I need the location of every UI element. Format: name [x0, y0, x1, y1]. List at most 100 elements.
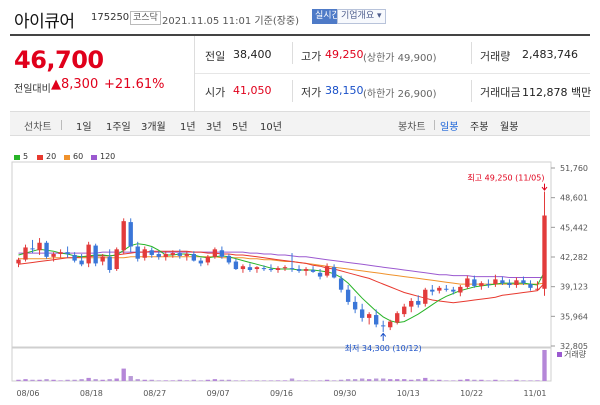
- candle-body: [170, 253, 175, 255]
- volume-bar: [317, 380, 323, 381]
- volume-bar: [535, 380, 540, 381]
- ma60-line: [18, 256, 545, 285]
- candle-body: [247, 267, 253, 270]
- legend-swatch-ma20: [37, 155, 43, 160]
- candle-body: [135, 246, 140, 259]
- volume-bar: [198, 380, 204, 381]
- candle-body: [507, 283, 512, 286]
- legend-ma60[interactable]: 60: [73, 152, 84, 161]
- candle-body: [479, 283, 484, 286]
- candle-body: [149, 250, 154, 255]
- candle-body: [317, 272, 323, 277]
- x-tick-label: 08/18: [80, 389, 103, 398]
- x-tick-label: 09/07: [207, 389, 230, 398]
- legend-ma5[interactable]: 5: [23, 152, 29, 161]
- price-divider: [194, 36, 195, 111]
- change-amount: ▲8,300: [51, 77, 99, 92]
- tab-monthly[interactable]: 월봉: [500, 122, 519, 133]
- volume-bar: [366, 379, 372, 381]
- volume-bar: [268, 380, 274, 381]
- volume-bar: [402, 379, 407, 381]
- volume-bar: [296, 380, 302, 381]
- high-label: 고가: [301, 50, 322, 63]
- candle-body: [444, 288, 449, 290]
- price-chart[interactable]: 51,760 48,601 45,442 42,282 39,123 35,964 32,8…: [0, 160, 600, 405]
- x-tick-label: 11/01: [523, 389, 546, 398]
- volume-bar: [345, 379, 351, 381]
- candle-body: [51, 254, 56, 257]
- candle-body: [16, 259, 21, 264]
- candle-body: [296, 269, 302, 271]
- candle-body: [338, 278, 344, 290]
- volume-bar: [275, 380, 281, 381]
- legend-ma20[interactable]: 20: [46, 152, 57, 161]
- volume-bar: [86, 377, 91, 381]
- tab-1week[interactable]: 1주일: [106, 122, 131, 133]
- header-divider: [10, 34, 590, 36]
- realtime-button[interactable]: 실시간: [312, 9, 343, 24]
- company-info-dropdown[interactable]: 기업개요 ▾: [337, 9, 386, 24]
- y-tick-label: 45,442: [560, 223, 588, 232]
- chart-plot-frame: [11, 161, 552, 349]
- volume-bar: [51, 379, 56, 381]
- candle-chart-label[interactable]: 봉차트: [398, 122, 426, 133]
- candle-body: [416, 300, 421, 305]
- y-tick-label: 39,123: [560, 283, 588, 292]
- market-badge: 코스닥: [130, 11, 161, 25]
- volume-bar: [521, 380, 526, 381]
- volume-bar: [423, 377, 428, 381]
- tab-3year[interactable]: 3년: [206, 122, 222, 133]
- line-chart-label[interactable]: 선차트: [24, 122, 52, 133]
- max-arrow-icon: [541, 183, 548, 191]
- volume-bar: [44, 379, 49, 381]
- candle-body: [30, 248, 35, 250]
- candle-body: [107, 256, 112, 270]
- candle-body: [65, 252, 70, 255]
- candle-body: [114, 249, 119, 270]
- tab-3month[interactable]: 3개월: [141, 122, 166, 133]
- tab-5year[interactable]: 5년: [232, 122, 248, 133]
- candle-body: [430, 289, 435, 292]
- tab-1day[interactable]: 1일: [76, 122, 92, 133]
- candle-body: [521, 280, 526, 284]
- volume-bar: [282, 380, 288, 381]
- candle-body: [37, 242, 42, 251]
- candle-body: [381, 325, 386, 327]
- volume-bar: [359, 378, 365, 381]
- y-tick-label: 42,282: [560, 253, 588, 262]
- change-rate: +21.61%: [104, 77, 165, 92]
- volume-bar: [416, 379, 421, 381]
- max-price-annotation: 최고 49,250 (11/05): [467, 173, 544, 183]
- stats-col-divider: [471, 80, 472, 102]
- tab-weekly[interactable]: 주봉: [470, 122, 489, 133]
- stats-col-divider: [292, 42, 293, 64]
- volume-bar: [233, 380, 239, 381]
- volume-bar: [58, 380, 63, 381]
- candle-body: [226, 255, 232, 263]
- tab-10year[interactable]: 10년: [260, 122, 282, 133]
- company-name[interactable]: 아이큐어: [14, 12, 75, 32]
- tab-1year[interactable]: 1년: [180, 122, 196, 133]
- legend-ma120[interactable]: 120: [100, 152, 116, 161]
- x-tick-label: 08/27: [143, 389, 166, 398]
- stats-row-divider: [195, 73, 590, 74]
- candle-body: [72, 254, 77, 261]
- candle-body: [528, 284, 533, 288]
- candle-body: [423, 289, 428, 304]
- volume-bar: [528, 380, 533, 381]
- candle-body: [352, 301, 358, 310]
- candle-body: [289, 268, 295, 270]
- open-value: 41,050: [233, 84, 272, 97]
- candle-body: [191, 254, 197, 261]
- candle-body: [388, 321, 393, 328]
- volume-bar: [212, 379, 218, 381]
- tab-daily[interactable]: 일봉: [440, 122, 459, 133]
- volume-bar: [352, 379, 358, 381]
- candle-body: [486, 284, 491, 286]
- candle-body: [324, 266, 330, 276]
- volume-bar: [310, 380, 316, 381]
- candle-body: [93, 245, 98, 264]
- candle-body: [184, 254, 189, 256]
- current-price: 46,700: [14, 46, 104, 74]
- volume-bar: [324, 379, 330, 381]
